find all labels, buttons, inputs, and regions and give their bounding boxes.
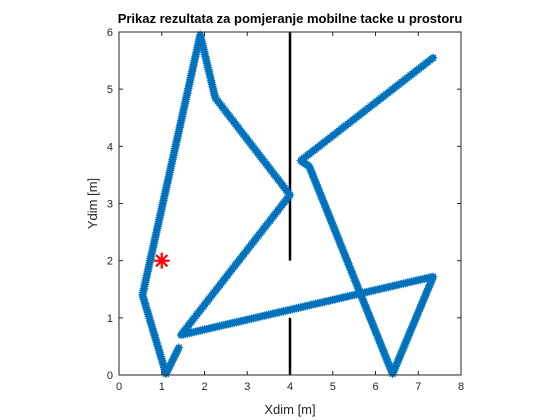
trajectory-markers: [138, 30, 438, 379]
target-marker: [153, 252, 170, 269]
x-axis-label: Xdim [m]: [264, 402, 315, 417]
x-tick-label: 4: [287, 381, 293, 393]
target-star: [153, 252, 170, 269]
x-tick-label: 6: [372, 381, 378, 393]
chart-title: Prikaz rezultata za pomjeranje mobilne t…: [118, 11, 463, 26]
x-tick-label: 1: [159, 381, 165, 393]
x-tick-label: 2: [201, 381, 207, 393]
y-tick-label: 3: [107, 199, 113, 211]
y-tick-label: 6: [107, 27, 113, 39]
tick-layer: 0 1 2 3 4 5 6 7 8 0 1 2 3 4 5 6: [107, 27, 464, 393]
y-tick-label: 2: [107, 256, 113, 268]
trajectory-marker-path: [138, 30, 438, 379]
y-tick-label: 4: [107, 141, 113, 153]
x-tick-label: 7: [415, 381, 421, 393]
x-tick-label: 5: [330, 381, 336, 393]
y-tick-label: 1: [107, 313, 113, 325]
y-tick-label: 5: [107, 84, 113, 96]
y-tick-label: 0: [107, 370, 113, 382]
x-tick-label: 3: [244, 381, 250, 393]
y-axis-label: Ydim [m]: [85, 178, 100, 229]
x-tick-label: 8: [458, 381, 464, 393]
data-layer: [138, 30, 438, 379]
x-tick-label: 0: [116, 381, 122, 393]
